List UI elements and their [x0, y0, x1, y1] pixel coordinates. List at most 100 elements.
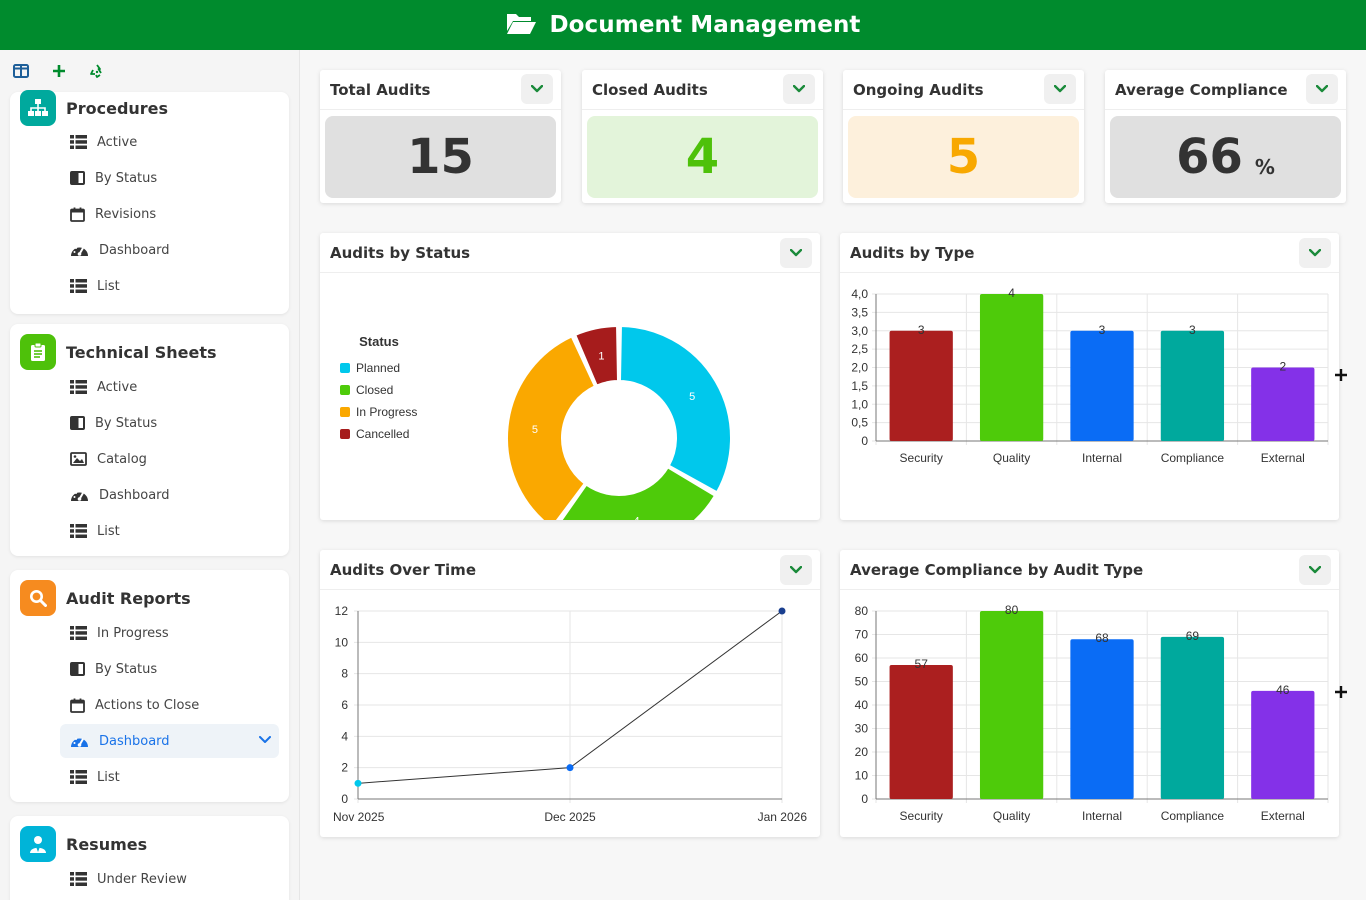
legend-item: Cancelled — [356, 427, 409, 441]
bar-value-label: 46 — [1276, 683, 1290, 697]
collapse-button[interactable] — [1299, 238, 1331, 268]
bar[interactable] — [1251, 367, 1315, 442]
bar[interactable] — [979, 294, 1044, 441]
bar-value-label: 57 — [915, 657, 929, 671]
panel-title: Audits by Type — [850, 243, 975, 262]
sidebar-item-by-status[interactable]: By Status — [60, 161, 279, 195]
data-point[interactable] — [778, 607, 786, 615]
sidebar-section-header[interactable]: Procedures — [20, 90, 168, 126]
sidebar-item-dashboard[interactable]: Dashboard — [60, 233, 279, 267]
plus-icon — [1334, 685, 1348, 704]
x-tick-label: Compliance — [1161, 451, 1225, 465]
x-tick-label: Security — [900, 809, 943, 823]
donut-slice[interactable] — [573, 324, 620, 387]
collapse-button[interactable] — [780, 238, 812, 268]
y-tick-label: 3,0 — [851, 324, 868, 338]
y-tick-label: 2 — [341, 761, 348, 775]
panel-title: Average Compliance by Audit Type — [850, 560, 1144, 579]
sidebar-item-by-status[interactable]: By Status — [60, 406, 279, 440]
x-tick-label: Internal — [1082, 451, 1122, 465]
sidebar-item-catalog[interactable]: Catalog — [60, 442, 279, 476]
donut-slice[interactable] — [618, 324, 732, 494]
x-tick-label: Internal — [1082, 809, 1122, 823]
sidebar-section-header[interactable]: Audit Reports — [20, 580, 191, 616]
chevron-down-icon — [259, 733, 271, 748]
audits-over-time-panel: Audits Over Time 0 2 4 6 8 10 12 Nov 2025 Dec 20… — [320, 550, 820, 837]
y-tick-label: 1,5 — [851, 379, 868, 393]
sidebar-section-title: Technical Sheets — [66, 342, 217, 362]
sidebar-item-dashboard[interactable]: Dashboard — [60, 724, 279, 758]
legend-swatch — [340, 385, 350, 395]
sidebar-item-in-progress[interactable]: In Progress — [60, 616, 279, 650]
recycle-icon[interactable] — [86, 60, 108, 82]
bar[interactable] — [1160, 330, 1225, 441]
list-icon — [70, 872, 87, 886]
collapse-button[interactable] — [783, 74, 815, 104]
sidebar-item-by-status[interactable]: By Status — [60, 652, 279, 686]
collapse-button[interactable] — [521, 74, 553, 104]
sidebar-item-revisions[interactable]: Revisions — [60, 197, 279, 231]
y-tick-label: 0 — [861, 792, 868, 806]
kpi-value-box: 4 — [587, 116, 818, 198]
layout-icon[interactable] — [10, 60, 32, 82]
bar-value-label: 69 — [1186, 629, 1200, 643]
bar-value-label: 3 — [1099, 323, 1106, 337]
sidebar-section-title: Audit Reports — [66, 588, 191, 608]
sidebar-section-header[interactable]: Technical Sheets — [20, 334, 217, 370]
sidebar-item-list[interactable]: List — [60, 514, 279, 548]
chevron-down-icon — [789, 244, 803, 262]
x-tick-label: Quality — [993, 451, 1030, 465]
sidebar-item-actions-to-close[interactable]: Actions to Close — [60, 688, 279, 722]
sidebar-item-list[interactable]: List — [60, 269, 279, 303]
bar[interactable] — [1160, 636, 1225, 799]
x-tick-label: Quality — [993, 809, 1030, 823]
legend-item: Closed — [356, 383, 393, 397]
bar[interactable] — [1070, 330, 1134, 441]
folder-open-icon — [505, 11, 537, 40]
collapse-button[interactable] — [1299, 555, 1331, 585]
legend-item: Planned — [356, 361, 400, 375]
chevron-down-icon — [1308, 561, 1322, 579]
bar[interactable] — [1251, 690, 1315, 799]
sidebar-section-header[interactable]: Resumes — [20, 826, 147, 862]
sidebar-toolbar — [10, 60, 108, 82]
data-point[interactable] — [354, 779, 362, 787]
add-widget-button[interactable] — [1330, 683, 1352, 705]
y-tick-label: 8 — [341, 667, 348, 681]
sidebar-item-dashboard[interactable]: Dashboard — [60, 478, 279, 512]
bar[interactable] — [979, 611, 1044, 799]
chevron-down-icon — [1308, 244, 1322, 262]
plus-icon[interactable] — [48, 60, 70, 82]
bar[interactable] — [889, 665, 953, 799]
donut-slice[interactable] — [506, 335, 597, 520]
data-point[interactable] — [566, 764, 574, 772]
kpi-value: 4 — [685, 129, 720, 185]
sidebar-item-list[interactable]: List — [60, 760, 279, 794]
audits-by-type-panel: Audits by Type 0 0,5 1,0 1,5 2,0 2,5 3,0 3,5 4,0… — [840, 233, 1339, 520]
collapse-button[interactable] — [1306, 74, 1338, 104]
sidebar-section-title: Resumes — [66, 834, 148, 854]
sidebar-item-label: In Progress — [97, 625, 169, 641]
x-tick-label: Jan 2026 — [758, 810, 808, 824]
add-widget-button[interactable] — [1330, 366, 1352, 388]
collapse-button[interactable] — [780, 555, 812, 585]
bar[interactable] — [889, 330, 953, 441]
sidebar-item-active[interactable]: Active — [60, 125, 279, 159]
kpi-title: Total Audits — [330, 80, 431, 99]
y-tick-label: 0 — [861, 434, 868, 448]
list-icon — [70, 524, 87, 538]
gauge-icon — [70, 487, 89, 503]
collapse-button[interactable] — [1044, 74, 1076, 104]
sidebar-item-active[interactable]: Active — [60, 370, 279, 404]
y-tick-label: 6 — [341, 698, 348, 712]
list-icon — [70, 380, 87, 394]
list-icon — [70, 135, 87, 149]
bar[interactable] — [1070, 639, 1134, 799]
kpi-value: 66 — [1176, 129, 1243, 185]
sidebar-item-under-review[interactable]: Under Review — [60, 862, 279, 896]
kpi-value: 15 — [407, 129, 474, 185]
donut-slice[interactable] — [555, 465, 717, 520]
y-tick-label: 0 — [341, 792, 348, 806]
sidebar-item-label: List — [97, 278, 120, 294]
compliance-bar-chart: 0 10 20 30 40 50 60 70 80 57 Security 80 Quality 68 In… — [855, 603, 1329, 823]
